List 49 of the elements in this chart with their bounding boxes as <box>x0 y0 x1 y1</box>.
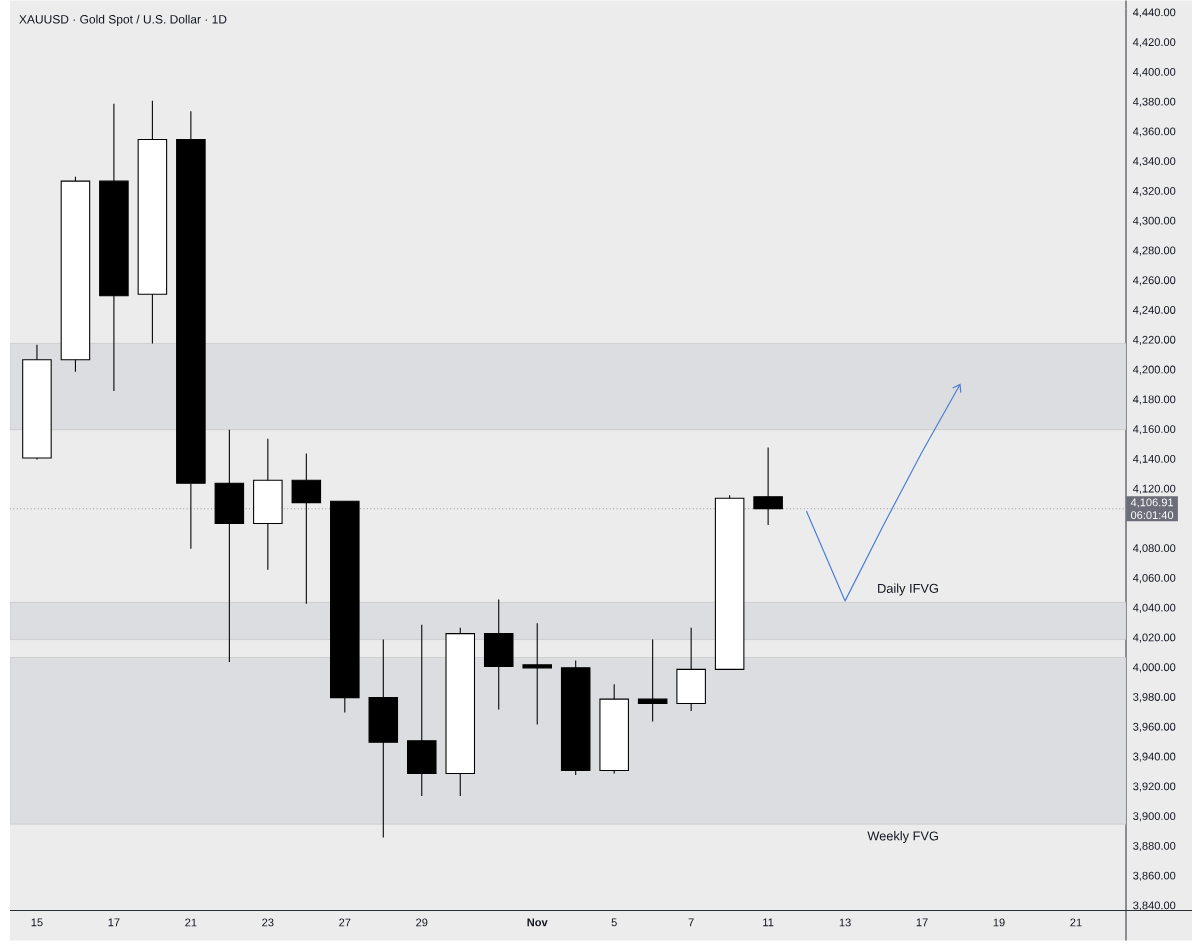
x-tick-label: 17 <box>916 918 928 926</box>
x-tick-label: Nov <box>527 918 548 927</box>
y-tick-label: 3,920.00 <box>1133 782 1176 792</box>
y-tick-label: 4,060.00 <box>1132 573 1176 583</box>
x-tick-label: 17 <box>108 918 120 926</box>
y-tick-label: 4,400.00 <box>1132 67 1176 77</box>
y-tick-label: 4,020.00 <box>1132 633 1176 643</box>
x-tick-label: 7 <box>688 918 694 926</box>
x-tick-label: 11 <box>763 918 774 926</box>
chart-title: XAUUSD · Gold Spot / U.S. Dollar · 1D <box>19 14 227 26</box>
y-tick-label: 4,000.00 <box>1132 663 1176 673</box>
ref-line-label: 4,106.91 <box>1130 498 1174 508</box>
x-tick-label: 21 <box>1070 918 1082 927</box>
y-tick-label: 3,980.00 <box>1133 692 1176 702</box>
y-tick-label: 4,040.00 <box>1132 603 1176 613</box>
y-tick-label: 4,240.00 <box>1132 305 1176 315</box>
y-tick-label: 4,180.00 <box>1132 395 1176 405</box>
y-tick-label: 4,160.00 <box>1132 424 1176 435</box>
text: 06:01:40 <box>1130 511 1174 519</box>
y-tick-label: 4,360.00 <box>1132 127 1176 137</box>
x-tick-label: 23 <box>262 918 274 927</box>
y-tick-label: 3,960.00 <box>1133 722 1176 732</box>
y-tick-label: 4,260.00 <box>1132 276 1176 286</box>
y-tick-label: 4,140.00 <box>1132 454 1176 464</box>
y-tick-label: 4,300.00 <box>1132 216 1176 226</box>
x-tick-label: 5 <box>611 918 617 927</box>
y-tick-label: 3,880.00 <box>1133 841 1176 851</box>
y-tick-label: 4,200.00 <box>1132 365 1176 375</box>
y-tick-label: 4,320.00 <box>1132 186 1176 196</box>
y-tick-label: 3,940.00 <box>1133 752 1176 762</box>
x-tick-label: 13 <box>839 918 851 927</box>
x-tick-label: 19 <box>993 918 1005 927</box>
y-tick-label: 4,340.00 <box>1132 157 1176 167</box>
y-tick-label: 3,860.00 <box>1133 871 1176 881</box>
x-tick-label: 21 <box>185 918 197 927</box>
y-tick-label: 4,420.00 <box>1132 37 1176 48</box>
y-tick-label: 4,380.00 <box>1132 97 1176 107</box>
band-label: Weekly FVG <box>867 830 938 843</box>
y-tick-label: 4,440.00 <box>1132 8 1176 18</box>
x-tick-label: 15 <box>31 918 43 927</box>
y-tick-label: 4,080.00 <box>1132 544 1176 554</box>
x-tick-label: 29 <box>416 918 428 927</box>
y-tick-label: 4,280.00 <box>1132 246 1176 256</box>
y-tick-label: 3,900.00 <box>1133 811 1176 822</box>
y-tick-label: 3,840.00 <box>1133 901 1176 911</box>
y-tick-label: 4,120.00 <box>1132 484 1176 494</box>
x-tick-label: 27 <box>339 918 351 927</box>
y-tick-label: 4,220.00 <box>1132 335 1176 345</box>
band-label: Daily IFVG <box>878 583 938 596</box>
